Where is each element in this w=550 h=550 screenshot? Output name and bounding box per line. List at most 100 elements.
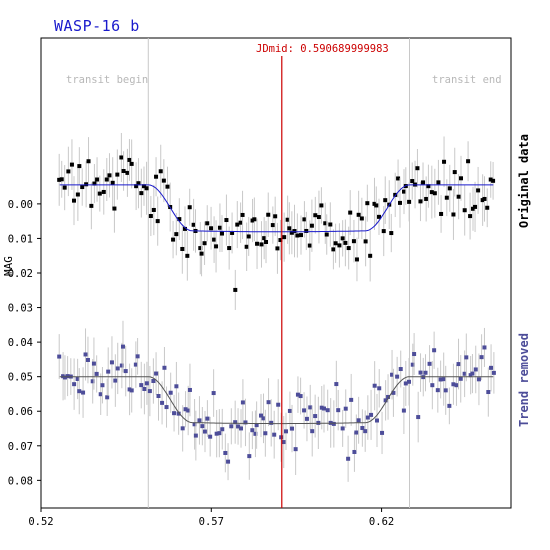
data-point bbox=[436, 180, 441, 185]
data-point bbox=[313, 213, 318, 218]
transit-begin-label: transit begin bbox=[66, 74, 149, 86]
data-point bbox=[269, 420, 274, 425]
data-point bbox=[473, 204, 478, 209]
y-tick-label: 0.05 bbox=[8, 372, 33, 384]
data-point bbox=[336, 408, 341, 413]
data-point bbox=[458, 376, 463, 381]
data-point bbox=[148, 214, 153, 219]
data-point bbox=[69, 162, 74, 167]
model-curve bbox=[59, 376, 494, 425]
data-point bbox=[217, 431, 222, 436]
data-point bbox=[346, 456, 351, 461]
data-point bbox=[65, 374, 70, 379]
data-point bbox=[144, 186, 149, 191]
data-point bbox=[247, 454, 252, 459]
y-tick-label: 0.01 bbox=[8, 233, 33, 245]
data-point bbox=[424, 196, 429, 201]
data-point bbox=[135, 354, 140, 359]
y-tick-label: 0.02 bbox=[8, 268, 33, 280]
data-point bbox=[162, 365, 167, 370]
x-tick-label: 0.57 bbox=[199, 516, 224, 528]
data-point bbox=[62, 375, 67, 380]
data-point bbox=[246, 234, 251, 239]
data-point bbox=[418, 199, 423, 204]
data-point bbox=[451, 382, 456, 387]
data-point bbox=[81, 390, 86, 395]
data-point bbox=[236, 424, 241, 429]
data-point bbox=[205, 416, 210, 421]
data-point bbox=[223, 450, 228, 455]
data-point bbox=[254, 423, 259, 428]
data-point bbox=[75, 192, 80, 197]
data-point bbox=[407, 199, 412, 204]
data-point bbox=[356, 212, 361, 217]
data-point bbox=[110, 180, 115, 185]
y-tick-label: 0.03 bbox=[8, 303, 33, 315]
data-point bbox=[151, 378, 156, 383]
data-point bbox=[447, 403, 452, 408]
data-point bbox=[192, 422, 197, 427]
data-point bbox=[187, 205, 192, 210]
data-point bbox=[491, 370, 496, 375]
data-point bbox=[83, 352, 88, 357]
data-point bbox=[395, 374, 400, 379]
data-point bbox=[233, 287, 238, 292]
data-point bbox=[120, 344, 125, 349]
data-point bbox=[174, 384, 179, 389]
data-point bbox=[154, 371, 159, 376]
data-point bbox=[365, 415, 370, 420]
data-point bbox=[415, 166, 420, 171]
data-point bbox=[468, 214, 473, 219]
data-point bbox=[343, 406, 348, 411]
data-point bbox=[363, 239, 368, 244]
data-point bbox=[295, 233, 300, 238]
data-point bbox=[197, 418, 202, 423]
data-point bbox=[202, 241, 207, 246]
data-point bbox=[438, 377, 443, 382]
data-point bbox=[340, 426, 345, 431]
data-point bbox=[396, 176, 401, 181]
data-point bbox=[129, 161, 134, 166]
data-point bbox=[264, 239, 269, 244]
data-point bbox=[349, 397, 354, 402]
data-point bbox=[482, 196, 487, 201]
data-point bbox=[57, 177, 62, 182]
data-point bbox=[193, 433, 198, 438]
data-point bbox=[211, 391, 216, 396]
data-point bbox=[390, 372, 395, 377]
data-point bbox=[233, 420, 238, 425]
transit-end-label: transit end bbox=[432, 74, 502, 86]
data-point bbox=[432, 348, 437, 353]
data-point bbox=[59, 177, 64, 182]
data-point bbox=[133, 362, 138, 367]
data-point bbox=[142, 387, 147, 392]
data-point bbox=[101, 189, 106, 194]
data-point bbox=[482, 345, 487, 350]
data-point bbox=[302, 217, 307, 222]
data-point bbox=[386, 394, 391, 399]
legend-original-data: Original data bbox=[517, 134, 531, 228]
data-point bbox=[281, 440, 286, 445]
data-point bbox=[238, 220, 243, 225]
data-point bbox=[432, 191, 437, 196]
data-point bbox=[456, 362, 461, 367]
data-point bbox=[272, 432, 277, 437]
legend-trend-removed: Trend removed bbox=[517, 333, 531, 427]
data-point bbox=[127, 157, 132, 162]
data-point bbox=[255, 241, 260, 246]
data-point bbox=[302, 408, 307, 413]
data-point bbox=[62, 185, 67, 190]
data-point bbox=[71, 198, 76, 203]
data-point bbox=[168, 390, 173, 395]
data-point bbox=[401, 189, 406, 194]
data-point bbox=[259, 242, 264, 247]
data-point bbox=[295, 392, 300, 397]
data-point bbox=[325, 408, 330, 413]
data-point bbox=[459, 176, 464, 181]
data-point bbox=[397, 200, 402, 205]
data-point bbox=[259, 413, 264, 418]
data-point bbox=[177, 217, 182, 222]
data-point bbox=[466, 159, 471, 164]
data-point bbox=[240, 400, 245, 405]
data-point bbox=[351, 239, 356, 244]
